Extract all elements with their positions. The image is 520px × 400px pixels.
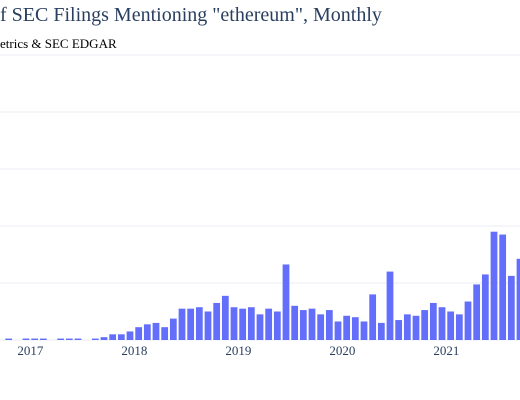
bar-2020-05 (377, 322, 385, 340)
bar-2021-09 (516, 258, 520, 340)
bar-2019-03 (256, 314, 264, 340)
bar-2017-04 (57, 338, 65, 340)
bar-2018-04 (161, 327, 169, 340)
bar-2016-10 (5, 338, 13, 340)
gridlines (0, 54, 520, 341)
bar-2017-05 (65, 338, 73, 340)
x-tick-label: 2019 (225, 343, 251, 358)
bar-2019-08 (299, 310, 307, 340)
bar-2020-03 (360, 321, 368, 340)
chart-title: f SEC Filings Mentioning "ethereum", Mon… (0, 4, 382, 26)
bar-2018-05 (169, 318, 177, 340)
bar-2017-06 (74, 338, 82, 340)
bar-2021-03 (464, 301, 472, 340)
bar-2021-06 (490, 231, 498, 340)
bar-2017-10 (109, 334, 117, 340)
bar-2018-07 (187, 308, 195, 340)
bar-2020-04 (369, 294, 377, 340)
bar-2018-06 (178, 308, 186, 340)
chart-subtitle: etrics & SEC EDGAR (0, 36, 117, 51)
bar-2019-04 (265, 308, 273, 340)
x-tick-label: 2020 (329, 343, 355, 358)
bar-2021-08 (507, 275, 515, 340)
bar-2019-12 (334, 321, 342, 340)
bar-2018-09 (204, 311, 212, 340)
x-tick-label: 2021 (433, 343, 459, 358)
bar-2020-07 (395, 320, 403, 340)
bar-2021-04 (473, 284, 481, 340)
bar-2017-08 (91, 338, 99, 340)
bar-2018-10 (213, 302, 221, 340)
bar-2018-11 (221, 295, 229, 340)
bar-2018-01 (135, 327, 143, 340)
bar-2019-05 (273, 311, 281, 340)
bar-2019-11 (325, 310, 333, 340)
bar-2018-03 (152, 322, 160, 340)
bar-2019-09 (308, 308, 316, 340)
bar-2017-09 (100, 337, 108, 340)
bar-2020-09 (412, 315, 420, 340)
bar-2018-02 (143, 324, 151, 340)
bar-2019-01 (239, 308, 247, 340)
bar-2021-07 (499, 234, 507, 340)
bar-2019-06 (282, 264, 290, 340)
bar-2020-12 (438, 307, 446, 340)
bar-2021-02 (455, 314, 463, 340)
bar-2020-08 (403, 314, 411, 340)
bar-2017-02 (39, 338, 47, 340)
bar-2020-02 (351, 317, 359, 340)
bar-2018-12 (230, 307, 238, 340)
x-tick-label: 2018 (121, 343, 147, 358)
bar-2019-07 (291, 305, 299, 340)
bar-2021-01 (447, 311, 455, 340)
x-tick-label: 2017 (17, 343, 44, 358)
x-axis-ticks: 2017 2018 2019 2020 2021 (17, 343, 459, 358)
bar-2020-10 (421, 310, 429, 340)
bar-2019-10 (317, 314, 325, 340)
bar-2016-12 (22, 338, 30, 340)
bars (5, 231, 520, 340)
bar-2017-11 (117, 334, 125, 340)
bar-2017-01 (31, 338, 39, 340)
bar-2020-06 (386, 271, 394, 340)
bar-2020-01 (343, 315, 351, 340)
bar-2018-08 (195, 307, 203, 340)
bar-2019-02 (247, 307, 255, 340)
bar-2020-11 (429, 302, 437, 340)
bar-2017-12 (126, 331, 134, 340)
bar-2021-05 (481, 274, 489, 340)
